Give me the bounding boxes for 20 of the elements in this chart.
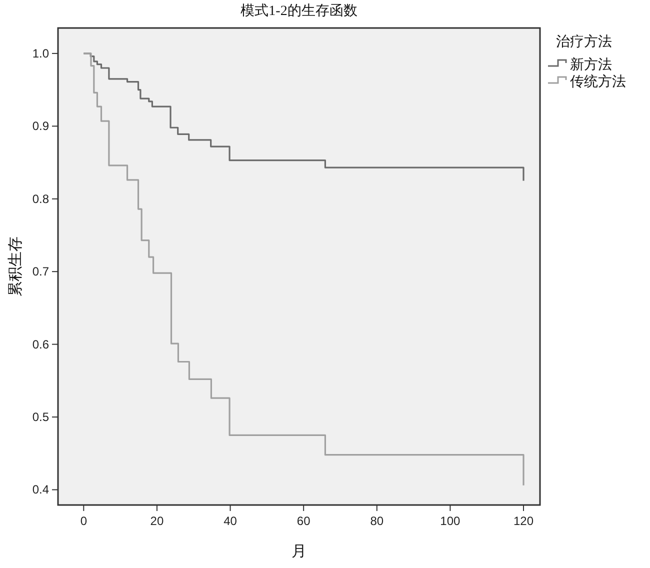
y-tick-label: 0.9 bbox=[32, 119, 50, 134]
x-tick-label: 20 bbox=[150, 514, 164, 528]
legend-title: 治疗方法 bbox=[556, 34, 612, 50]
x-axis-title: 月 bbox=[292, 544, 306, 560]
y-tick-label: 0.8 bbox=[32, 192, 50, 206]
y-axis-title: 累积生存 bbox=[7, 236, 24, 296]
y-tick-label: 0.6 bbox=[32, 337, 50, 352]
x-tick-label: 100 bbox=[440, 514, 461, 528]
x-tick-label: 120 bbox=[513, 514, 534, 528]
y-tick-label: 0.4 bbox=[32, 482, 50, 497]
x-tick-label: 80 bbox=[370, 514, 384, 528]
y-tick-label: 0.7 bbox=[32, 264, 50, 279]
y-tick-label: 1.0 bbox=[32, 46, 50, 60]
legend-label: 新方法 bbox=[570, 57, 612, 73]
x-tick-label: 60 bbox=[296, 514, 311, 528]
x-tick-label: 40 bbox=[224, 514, 238, 528]
y-tick-label: 0.5 bbox=[32, 410, 50, 424]
x-tick-label: 0 bbox=[80, 514, 88, 528]
chart-title: 模式1-2的生存函数 bbox=[240, 3, 358, 19]
legend-label: 传统方法 bbox=[570, 74, 626, 90]
